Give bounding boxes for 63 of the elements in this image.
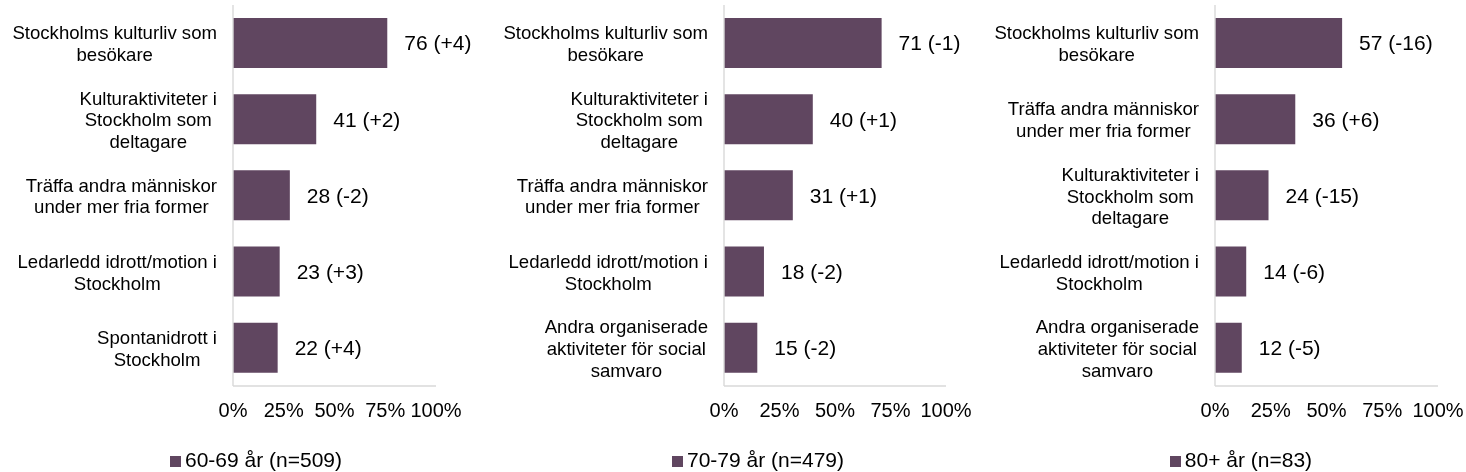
bar (1215, 94, 1296, 145)
data-label: 76 (+4) (404, 31, 472, 55)
y-tick-label: Andra organiserade aktiviteter för social samvaro (1035, 315, 1199, 381)
data-label: 18 (-2) (780, 260, 843, 284)
bar (233, 17, 388, 68)
y-tick-label: Stockholms kulturliv som besökare (994, 21, 1199, 65)
y-tick-label: Spontanidrott i Stockholm (97, 326, 217, 370)
bar (1215, 246, 1247, 297)
data-label: 41 (+2) (333, 107, 401, 131)
y-tick-label: Kulturaktiviteter i Stockholm som deltagare (79, 87, 218, 152)
data-label: 15 (-2) (774, 336, 837, 360)
y-tick-label: Ledarledd idrott/motion i Stockholm (999, 250, 1199, 294)
legend-label: 70-79 år (n=479) (686, 448, 845, 471)
y-tick-label: Kulturaktiviteter i Stockholm som deltagare (1061, 163, 1200, 228)
data-label: 14 (-6) (1263, 260, 1326, 284)
x-tick-label: 25% (759, 399, 800, 422)
x-tick-label: 50% (314, 399, 355, 422)
y-tick-label: Stockholms kulturliv som besökare (12, 21, 217, 65)
x-tick-label: 0% (1200, 399, 1230, 422)
x-tick-label: 25% (1250, 399, 1291, 422)
bar (724, 170, 793, 221)
legend-label: 60-69 år (n=509) (184, 448, 343, 471)
data-label: 23 (+3) (296, 260, 364, 284)
bar (1215, 322, 1242, 373)
y-tick-label: Ledarledd idrott/motion i Stockholm (508, 250, 708, 294)
data-label: 24 (-15) (1285, 183, 1360, 207)
y-tick-label: Träffa andra människor under mer fria former (1007, 97, 1199, 141)
y-tick-label: Träffa andra människor under mer fria former (25, 174, 217, 217)
data-label: 28 (-2) (306, 183, 369, 207)
bar (233, 322, 278, 373)
bar (1215, 170, 1269, 221)
x-tick-label: 75% (1362, 399, 1403, 422)
bar (233, 170, 290, 221)
x-tick-label: 50% (814, 399, 856, 422)
x-tick-label: 100% (1412, 399, 1464, 422)
x-tick-label: 75% (870, 399, 911, 422)
data-label: 12 (-5) (1258, 336, 1321, 360)
data-label: 31 (+1) (809, 183, 877, 207)
y-tick-label: Träffa andra människor under mer fria former (516, 174, 708, 217)
x-tick-label: 75% (365, 399, 406, 422)
bar (233, 246, 280, 297)
data-label: 57 (-16) (1359, 31, 1433, 55)
y-tick-label: Ledarledd idrott/motion i Stockholm (17, 250, 217, 294)
data-label: 40 (+1) (829, 107, 897, 131)
y-tick-label: Andra organiserade aktiviteter för social samvaro (544, 315, 708, 381)
x-tick-label: 100% (920, 399, 972, 422)
bar (233, 94, 317, 145)
bar (724, 246, 764, 297)
x-tick-label: 50% (1306, 399, 1347, 422)
data-label: 71 (-1) (898, 31, 961, 55)
bar (724, 17, 882, 68)
data-label: 36 (+6) (1312, 107, 1380, 131)
x-tick-label: 0% (709, 399, 739, 422)
x-tick-label: 100% (410, 399, 462, 422)
bar (724, 322, 758, 373)
x-tick-label: 25% (263, 399, 304, 422)
bar (724, 94, 813, 145)
bar (1215, 17, 1343, 68)
y-tick-label: Kulturaktiviteter i Stockholm som deltagare (570, 87, 709, 152)
data-label: 22 (+4) (294, 336, 362, 360)
legend-label: 80+ år (n=83) (1184, 448, 1313, 471)
x-tick-label: 0% (218, 399, 248, 422)
y-tick-label: Stockholms kulturliv som besökare (503, 21, 708, 65)
